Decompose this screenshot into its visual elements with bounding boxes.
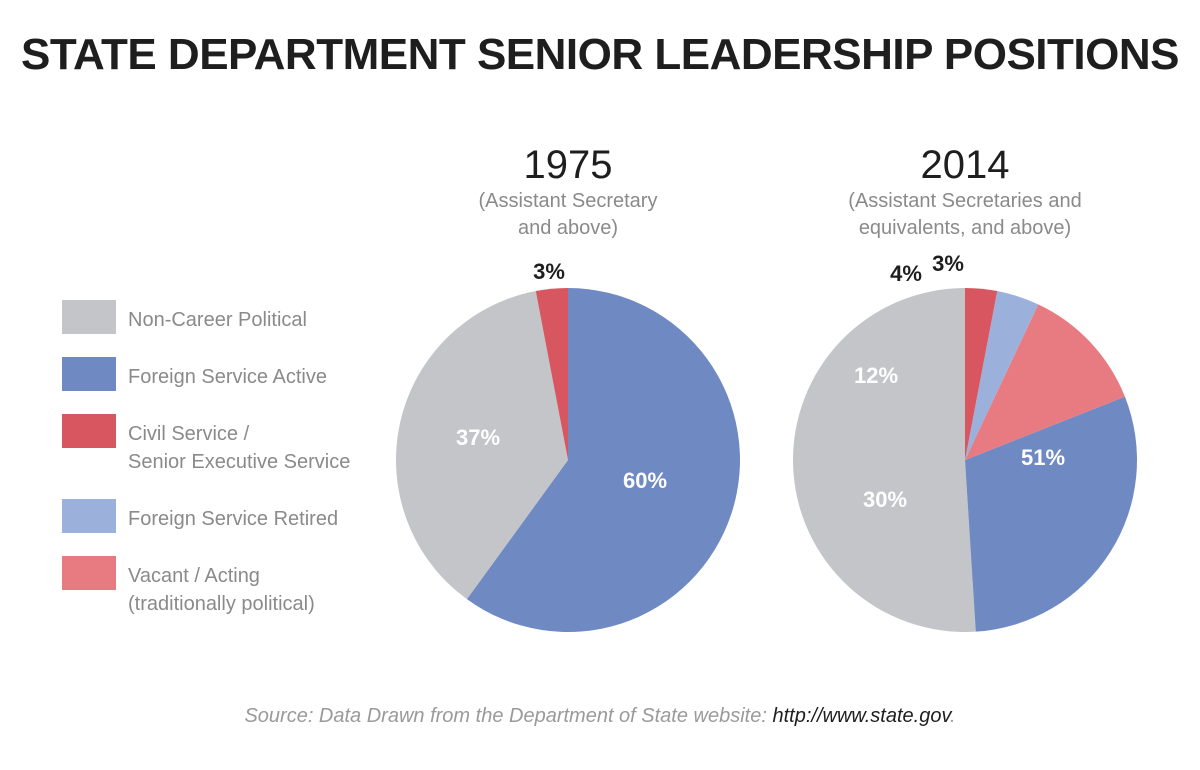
slice-label-2014-foreign-service-retired: 4% xyxy=(890,261,922,286)
pie-subtitle-2014-line-1: (Assistant Secretaries and xyxy=(848,190,1081,212)
pie-subtitle-1975-line-2: and above) xyxy=(518,217,618,239)
legend-label: Non-Career Political xyxy=(128,309,307,331)
slice-label-1975-non-career-political: 37% xyxy=(456,425,500,450)
chart-title: STATE DEPARTMENT SENIOR LEADERSHIP POSIT… xyxy=(21,30,1179,79)
source-note: Source: Data Drawn from the Department o… xyxy=(0,705,1200,728)
legend-label: Civil Service / Senior Executive Service xyxy=(128,423,351,473)
pie-title-2014: 2014 xyxy=(921,143,1010,187)
slice-label-2014-non-career-political: 51% xyxy=(1021,445,1065,470)
slice-label-2014-civil-service-senior-executive-service: 3% xyxy=(932,251,964,276)
legend-label: Foreign Service Active xyxy=(128,366,327,388)
source-text: Source: Data Drawn from the Department o… xyxy=(244,705,773,727)
pie-title-1975: 1975 xyxy=(524,143,613,187)
pie-subtitle-1975-line-1: (Assistant Secretary xyxy=(479,190,658,212)
pie-subtitle-2014-line-2: equivalents, and above) xyxy=(859,217,1071,239)
pie-slice-2014-vacant-acting-traditionally-political xyxy=(965,304,1125,460)
pie-slice-1975-civil-service-senior-executive-service xyxy=(535,288,568,460)
slice-label-2014-vacant-acting-traditionally-political: 12% xyxy=(854,363,898,388)
pie-slice-1975-non-career-political xyxy=(395,291,568,600)
pie-slice-2014-non-career-political xyxy=(792,288,976,632)
slice-label-1975-foreign-service-active: 60% xyxy=(623,468,667,493)
pie-slice-2014-foreign-service-active xyxy=(965,396,1137,632)
slice-label-1975-civil-service-senior-executive-service: 3% xyxy=(533,259,565,284)
source-link[interactable]: http://www.state.gov xyxy=(772,705,950,727)
legend-swatch xyxy=(62,499,116,533)
slice-label-2014-foreign-service-active: 30% xyxy=(863,487,907,512)
pie-slice-2014-civil-service-senior-executive-service xyxy=(965,288,998,460)
source-end: . xyxy=(949,705,956,727)
legend-swatch xyxy=(62,300,116,334)
legend-swatch xyxy=(62,357,116,391)
legend-swatch xyxy=(62,556,116,590)
pie-slice-1975-foreign-service-active xyxy=(466,288,741,632)
pie-slice-2014-foreign-service-retired xyxy=(965,291,1039,460)
legend-label: Vacant / Acting (traditionally political… xyxy=(128,565,315,615)
legend-label: Foreign Service Retired xyxy=(128,508,339,530)
legend-swatch xyxy=(62,414,116,448)
